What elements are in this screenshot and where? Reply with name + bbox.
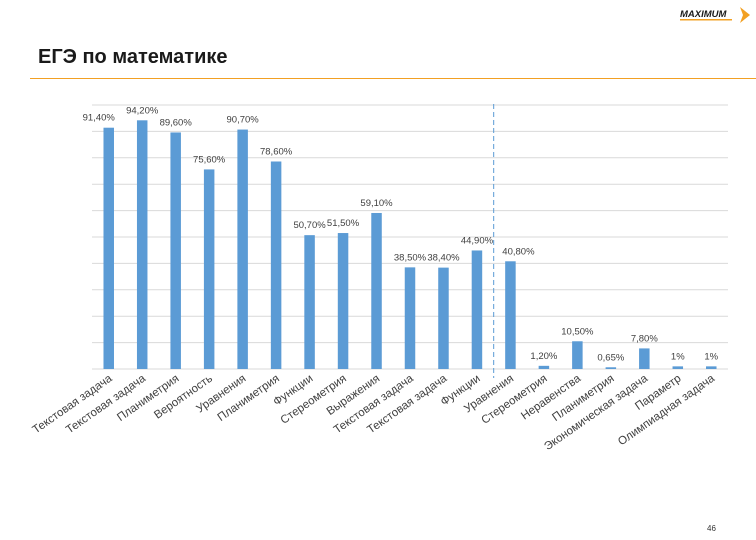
- data-label: 90,70%: [227, 115, 260, 126]
- data-label: 59,10%: [360, 198, 393, 209]
- bar: [136, 120, 148, 369]
- data-label: 1,20%: [530, 351, 557, 362]
- data-label: 51,50%: [327, 218, 360, 229]
- data-label: 0,65%: [597, 352, 624, 363]
- title-underline: [30, 78, 756, 79]
- chart-bars: [103, 120, 717, 369]
- bar: [538, 365, 550, 369]
- maximum-logo: MAXIMUM: [676, 4, 756, 26]
- bar: [304, 235, 315, 369]
- data-label: 50,70%: [293, 220, 326, 231]
- bar: [639, 348, 650, 369]
- bar: [270, 161, 282, 369]
- bar: [438, 267, 449, 369]
- bar: [371, 212, 382, 369]
- data-label: 10,50%: [561, 326, 594, 337]
- bar: [237, 129, 248, 369]
- data-label: 75,60%: [193, 154, 226, 165]
- data-label: 78,60%: [260, 146, 293, 157]
- data-label: 94,20%: [126, 105, 159, 116]
- data-label: 40,80%: [502, 246, 535, 257]
- bar: [404, 267, 416, 369]
- data-label: 38,50%: [394, 252, 427, 263]
- bar: [672, 366, 684, 369]
- page-number: 46: [707, 524, 716, 533]
- data-label: 89,60%: [160, 117, 193, 128]
- bar: [605, 367, 617, 369]
- logo-wordmark: MAXIMUM: [680, 9, 728, 20]
- bar: [103, 127, 114, 369]
- bar: [203, 169, 215, 369]
- logo-underline: [680, 19, 732, 21]
- bar: [471, 250, 483, 369]
- data-label: 1%: [704, 351, 718, 362]
- chart-data-labels: 91,40% 94,20%89,60% 75,60% 90,70% 78,60% 50,7…: [83, 105, 719, 363]
- bar: [572, 341, 583, 369]
- data-label: 91,40%: [83, 113, 116, 124]
- bar: [706, 366, 717, 369]
- logo-arrow-icon: [740, 7, 750, 23]
- bar: [170, 132, 181, 369]
- data-label: 1%: [671, 351, 685, 362]
- data-label: 44,90%: [461, 235, 494, 246]
- bar: [505, 261, 516, 369]
- data-label: 7,80%: [631, 333, 658, 344]
- page-title: ЕГЭ по математике: [38, 46, 228, 68]
- bar: [337, 233, 349, 369]
- data-label: 38,40%: [427, 253, 460, 264]
